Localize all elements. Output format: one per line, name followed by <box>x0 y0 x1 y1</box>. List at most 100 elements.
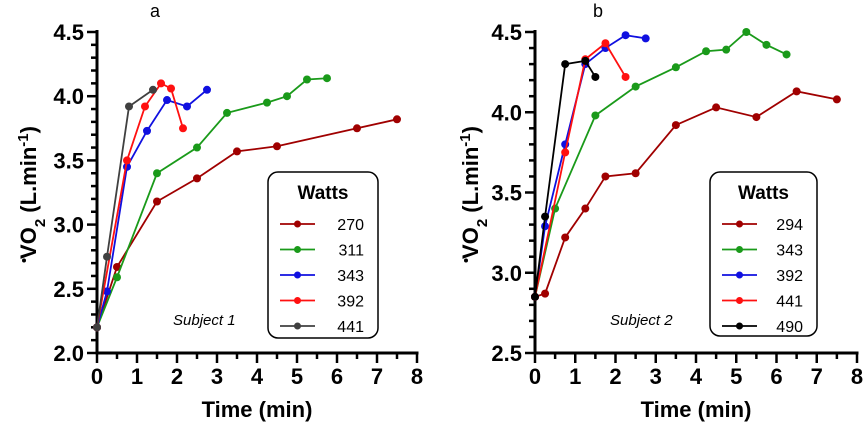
series-441 <box>531 39 630 301</box>
data-point <box>561 148 570 157</box>
data-point <box>143 126 151 135</box>
data-point <box>193 143 201 152</box>
y-axis-title-close: ) <box>16 126 41 133</box>
y-tick-label: 2.0 <box>53 341 84 366</box>
series-line <box>96 89 154 328</box>
data-point <box>283 92 291 101</box>
data-point <box>832 95 841 104</box>
subject-annotation: Subject 1 <box>173 312 236 329</box>
y-tick-label: 4.5 <box>53 20 84 45</box>
legend: Watts 270 311 343 392 441 <box>267 171 379 339</box>
x-tick-label: 6 <box>770 364 782 389</box>
data-point <box>671 121 680 130</box>
series-392 <box>93 79 187 332</box>
y-axis-title-o: O <box>16 227 41 244</box>
series-441 <box>93 85 157 332</box>
legend-marker <box>294 246 301 253</box>
data-point <box>167 84 175 93</box>
y-tick-label: 3.0 <box>491 261 522 286</box>
subject-annotation: Subject 2 <box>610 312 673 329</box>
series-490 <box>531 56 600 301</box>
legend-marker <box>736 220 743 228</box>
data-point <box>193 174 201 183</box>
panel-label: b <box>593 1 603 21</box>
x-tick-label: 3 <box>650 364 662 389</box>
series-line <box>534 41 627 298</box>
data-point <box>631 169 640 178</box>
y-tick-label: 3.0 <box>53 213 84 238</box>
legend-box <box>709 171 818 337</box>
series-392 <box>531 31 650 301</box>
legend-label: 392 <box>776 268 803 285</box>
data-point <box>223 108 231 117</box>
x-tick-label: 4 <box>690 364 703 389</box>
legend-label: 311 <box>338 243 364 260</box>
y-axis-title-v: V <box>458 244 483 259</box>
data-point <box>263 98 271 107</box>
legend-title: Watts <box>738 183 789 204</box>
data-point <box>712 103 721 112</box>
data-point <box>702 47 711 56</box>
data-point <box>601 172 610 181</box>
data-point <box>163 96 171 105</box>
data-point <box>233 147 241 156</box>
data-point <box>621 72 630 81</box>
legend-marker <box>736 322 743 330</box>
data-point <box>183 102 191 111</box>
data-point <box>113 262 121 271</box>
legend-marker <box>294 297 301 304</box>
legend-label: 270 <box>337 217 364 234</box>
data-point <box>591 72 600 81</box>
data-point <box>742 28 751 36</box>
legend-label: 441 <box>776 294 803 311</box>
x-tick-label: 8 <box>411 364 423 389</box>
series-line <box>96 82 184 328</box>
series-294 <box>531 87 841 301</box>
data-point <box>103 287 111 296</box>
x-tick-label: 5 <box>730 364 742 389</box>
data-point <box>591 111 600 120</box>
data-point <box>153 169 161 178</box>
x-tick-label: 7 <box>371 364 383 389</box>
data-point <box>125 102 133 111</box>
y-axis-title-sub: 2 <box>474 219 491 227</box>
x-tick-label: 0 <box>529 364 541 389</box>
data-point <box>179 124 187 133</box>
x-tick-label: 2 <box>171 364 183 389</box>
data-point <box>393 115 401 124</box>
data-point <box>722 45 731 54</box>
legend-marker <box>736 246 743 253</box>
data-point <box>782 50 791 59</box>
y-axis-title-o: O <box>458 227 483 244</box>
x-axis-title: Time (min) <box>202 397 313 422</box>
data-point <box>113 273 121 282</box>
series-line <box>534 59 597 297</box>
x-tick-label: 7 <box>811 364 823 389</box>
y-axis-title-rest: (L.min <box>458 147 483 219</box>
x-tick-label: 5 <box>291 364 303 389</box>
data-point <box>203 85 211 94</box>
y-tick-label: 2.5 <box>53 277 84 302</box>
x-tick-label: 0 <box>91 364 103 389</box>
data-point <box>631 82 640 91</box>
x-tick-label: 1 <box>569 364 581 389</box>
data-point <box>531 292 539 301</box>
data-point <box>792 87 801 96</box>
x-tick-label: 1 <box>131 364 143 389</box>
data-point <box>303 75 311 84</box>
y-axis-title-close: ) <box>458 126 483 133</box>
y-tick-label: 4.0 <box>491 100 522 125</box>
x-tick-label: 6 <box>331 364 343 389</box>
x-axis-title: Time (min) <box>641 397 752 422</box>
data-point <box>353 124 361 133</box>
y-axis-title: VO2 (L.min-1) <box>457 126 491 259</box>
data-point <box>157 79 165 88</box>
data-point <box>149 85 157 94</box>
data-point <box>581 56 590 65</box>
y-axis-title-sup: -1 <box>15 133 32 146</box>
legend-label: 294 <box>776 217 803 234</box>
x-tick-label: 4 <box>251 364 264 389</box>
